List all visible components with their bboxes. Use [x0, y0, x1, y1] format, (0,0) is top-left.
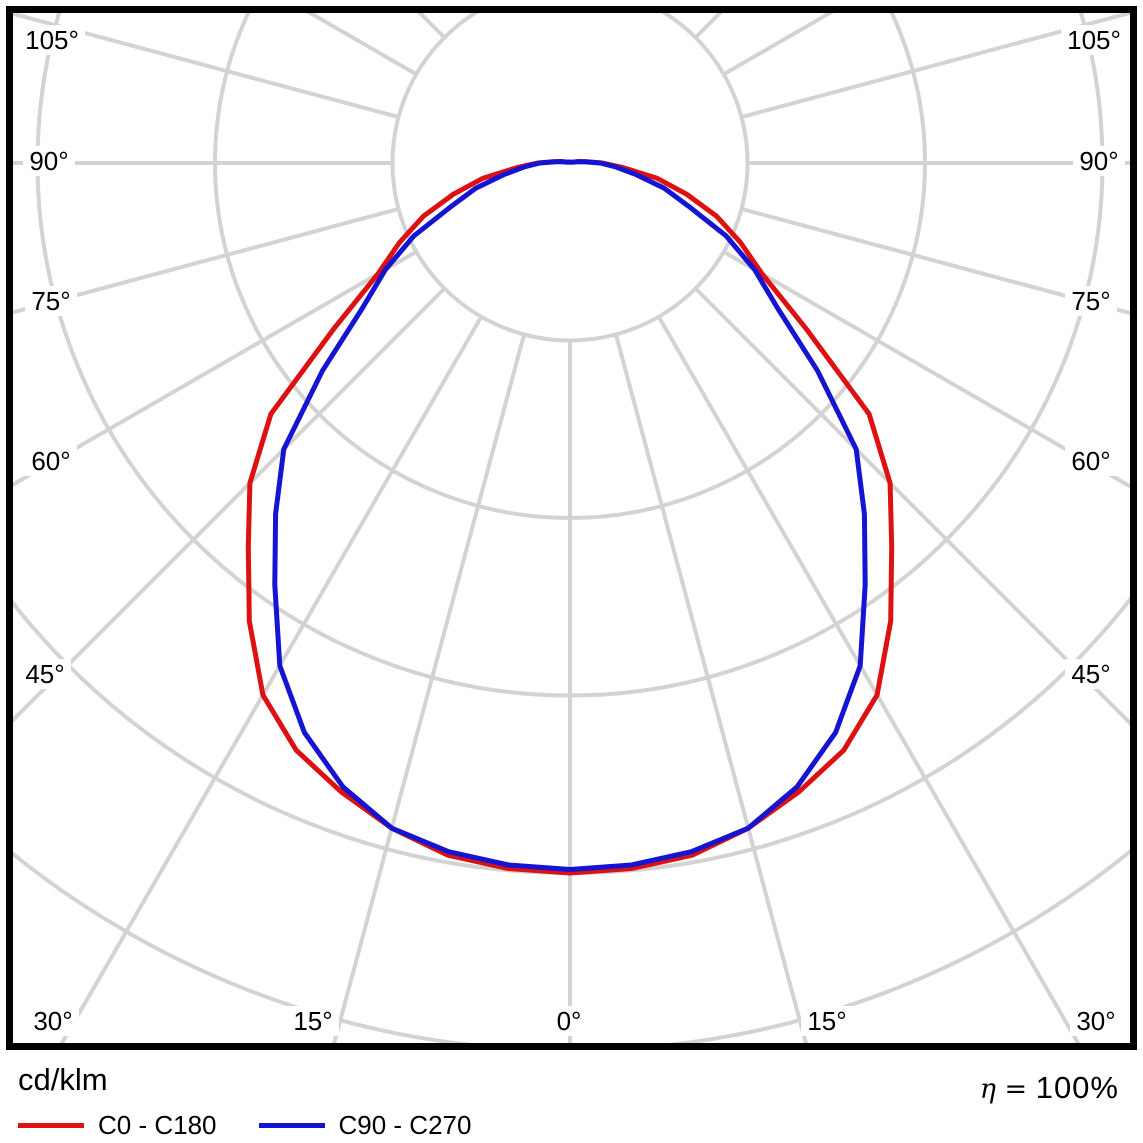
svg-text:30°: 30°	[33, 1006, 72, 1036]
legend: C0 - C180 C90 - C270	[18, 1110, 513, 1141]
svg-text:105°: 105°	[1067, 25, 1121, 55]
eta-symbol: η	[979, 1074, 996, 1105]
angle-labels: 105° 90° 75° 60° 45° 30° 15° 0° 15° 30° 105° 90° 75°…	[19, 25, 1127, 1036]
plot-border	[6, 6, 1137, 1050]
svg-text:45°: 45°	[1071, 659, 1110, 689]
svg-text:105°: 105°	[25, 25, 79, 55]
svg-text:75°: 75°	[31, 286, 70, 316]
svg-text:60°: 60°	[1071, 446, 1110, 476]
legend-label-c0-c180: C0 - C180	[98, 1110, 217, 1140]
legend-swatch-red	[18, 1123, 84, 1128]
svg-text:45°: 45°	[25, 659, 64, 689]
legend-item-c0-c180: C0 - C180	[18, 1110, 217, 1141]
eta-value: 100%	[1035, 1070, 1119, 1105]
svg-text:90°: 90°	[29, 146, 68, 176]
radial-unit-label: cd/klm	[18, 1062, 108, 1097]
legend-label-c90-c270: C90 - C270	[338, 1110, 472, 1140]
svg-text:15°: 15°	[293, 1006, 332, 1036]
svg-text:60°: 60°	[31, 446, 70, 476]
eta-equals: =	[995, 1074, 1036, 1105]
light-output-ratio: η = 100%	[980, 1070, 1119, 1106]
legend-item-c90-c270: C90 - C270	[258, 1110, 472, 1141]
svg-text:0°: 0°	[557, 1006, 582, 1036]
svg-text:75°: 75°	[1071, 286, 1110, 316]
intensity-curves	[245, 159, 895, 876]
legend-swatch-blue	[258, 1123, 325, 1128]
svg-text:15°: 15°	[807, 1006, 846, 1036]
svg-text:90°: 90°	[1079, 146, 1118, 176]
svg-text:30°: 30°	[1076, 1006, 1115, 1036]
